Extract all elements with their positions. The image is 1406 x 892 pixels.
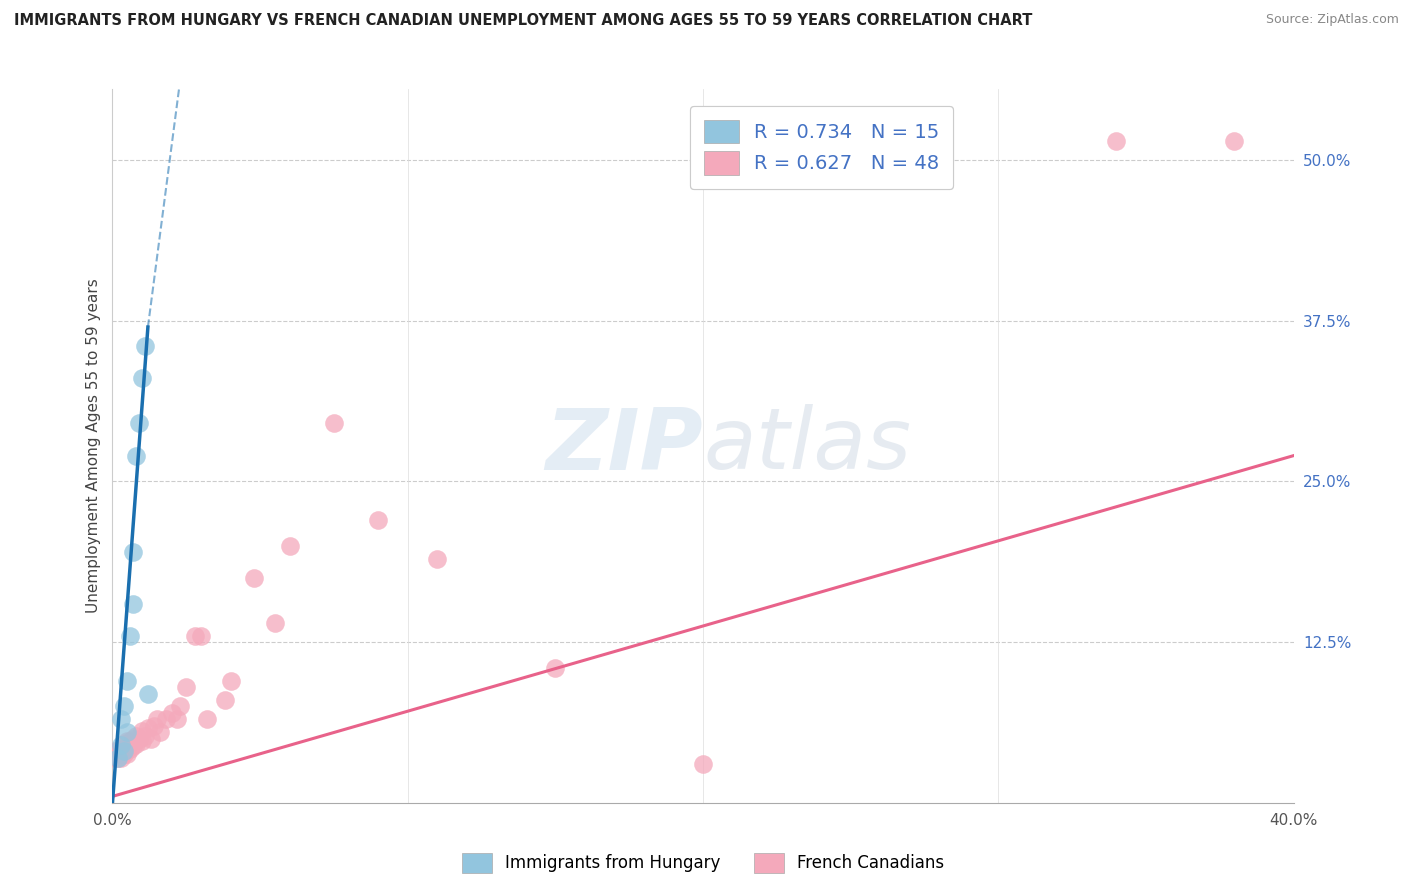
Point xyxy=(243,571,266,585)
Point xyxy=(323,417,346,431)
Point xyxy=(190,629,212,643)
Point xyxy=(1105,134,1128,148)
Point xyxy=(122,545,145,559)
Point xyxy=(692,757,714,772)
Point xyxy=(160,706,183,720)
Point xyxy=(184,629,207,643)
Point xyxy=(110,747,132,761)
Point xyxy=(110,741,132,756)
Point xyxy=(136,686,159,700)
Point xyxy=(139,731,162,746)
Point xyxy=(169,699,191,714)
Text: ZIP: ZIP xyxy=(546,404,703,488)
Point xyxy=(112,744,135,758)
Point xyxy=(110,738,132,752)
Legend: R = 0.734   N = 15, R = 0.627   N = 48: R = 0.734 N = 15, R = 0.627 N = 48 xyxy=(690,106,953,188)
Point xyxy=(104,744,127,758)
Point xyxy=(367,513,389,527)
Point xyxy=(120,629,142,643)
Point xyxy=(117,725,138,739)
Point xyxy=(107,744,129,758)
Point xyxy=(107,751,129,765)
Point xyxy=(146,712,169,726)
Point xyxy=(166,712,188,726)
Point xyxy=(134,729,156,743)
Point xyxy=(264,615,287,630)
Point xyxy=(112,737,135,751)
Text: IMMIGRANTS FROM HUNGARY VS FRENCH CANADIAN UNEMPLOYMENT AMONG AGES 55 TO 59 YEAR: IMMIGRANTS FROM HUNGARY VS FRENCH CANADI… xyxy=(14,13,1032,29)
Point xyxy=(134,339,156,353)
Legend: Immigrants from Hungary, French Canadians: Immigrants from Hungary, French Canadian… xyxy=(456,847,950,880)
Text: Source: ZipAtlas.com: Source: ZipAtlas.com xyxy=(1265,13,1399,27)
Point xyxy=(125,737,148,751)
Point xyxy=(149,725,172,739)
Point xyxy=(214,693,236,707)
Point xyxy=(136,721,159,735)
Point xyxy=(117,741,138,756)
Point xyxy=(112,699,135,714)
Point xyxy=(110,751,132,765)
Point xyxy=(426,551,449,566)
Point xyxy=(131,723,153,738)
Point xyxy=(1223,134,1246,148)
Point xyxy=(128,417,150,431)
Point xyxy=(142,719,165,733)
Point xyxy=(195,712,218,726)
Point xyxy=(117,673,138,688)
Point xyxy=(125,449,148,463)
Point xyxy=(155,712,177,726)
Text: atlas: atlas xyxy=(703,404,911,488)
Point xyxy=(125,729,148,743)
Point xyxy=(117,747,138,761)
Point xyxy=(110,712,132,726)
Point xyxy=(122,739,145,754)
Point xyxy=(112,741,135,756)
Point xyxy=(128,731,150,746)
Point xyxy=(120,741,142,756)
Point xyxy=(117,734,138,748)
Point xyxy=(104,751,127,765)
Point xyxy=(107,751,129,765)
Point xyxy=(131,371,153,385)
Y-axis label: Unemployment Among Ages 55 to 59 years: Unemployment Among Ages 55 to 59 years xyxy=(86,278,101,614)
Point xyxy=(122,731,145,746)
Point xyxy=(122,597,145,611)
Point xyxy=(120,734,142,748)
Point xyxy=(278,539,301,553)
Point xyxy=(544,661,567,675)
Point xyxy=(112,747,135,761)
Point xyxy=(219,673,242,688)
Point xyxy=(174,680,197,694)
Point xyxy=(131,734,153,748)
